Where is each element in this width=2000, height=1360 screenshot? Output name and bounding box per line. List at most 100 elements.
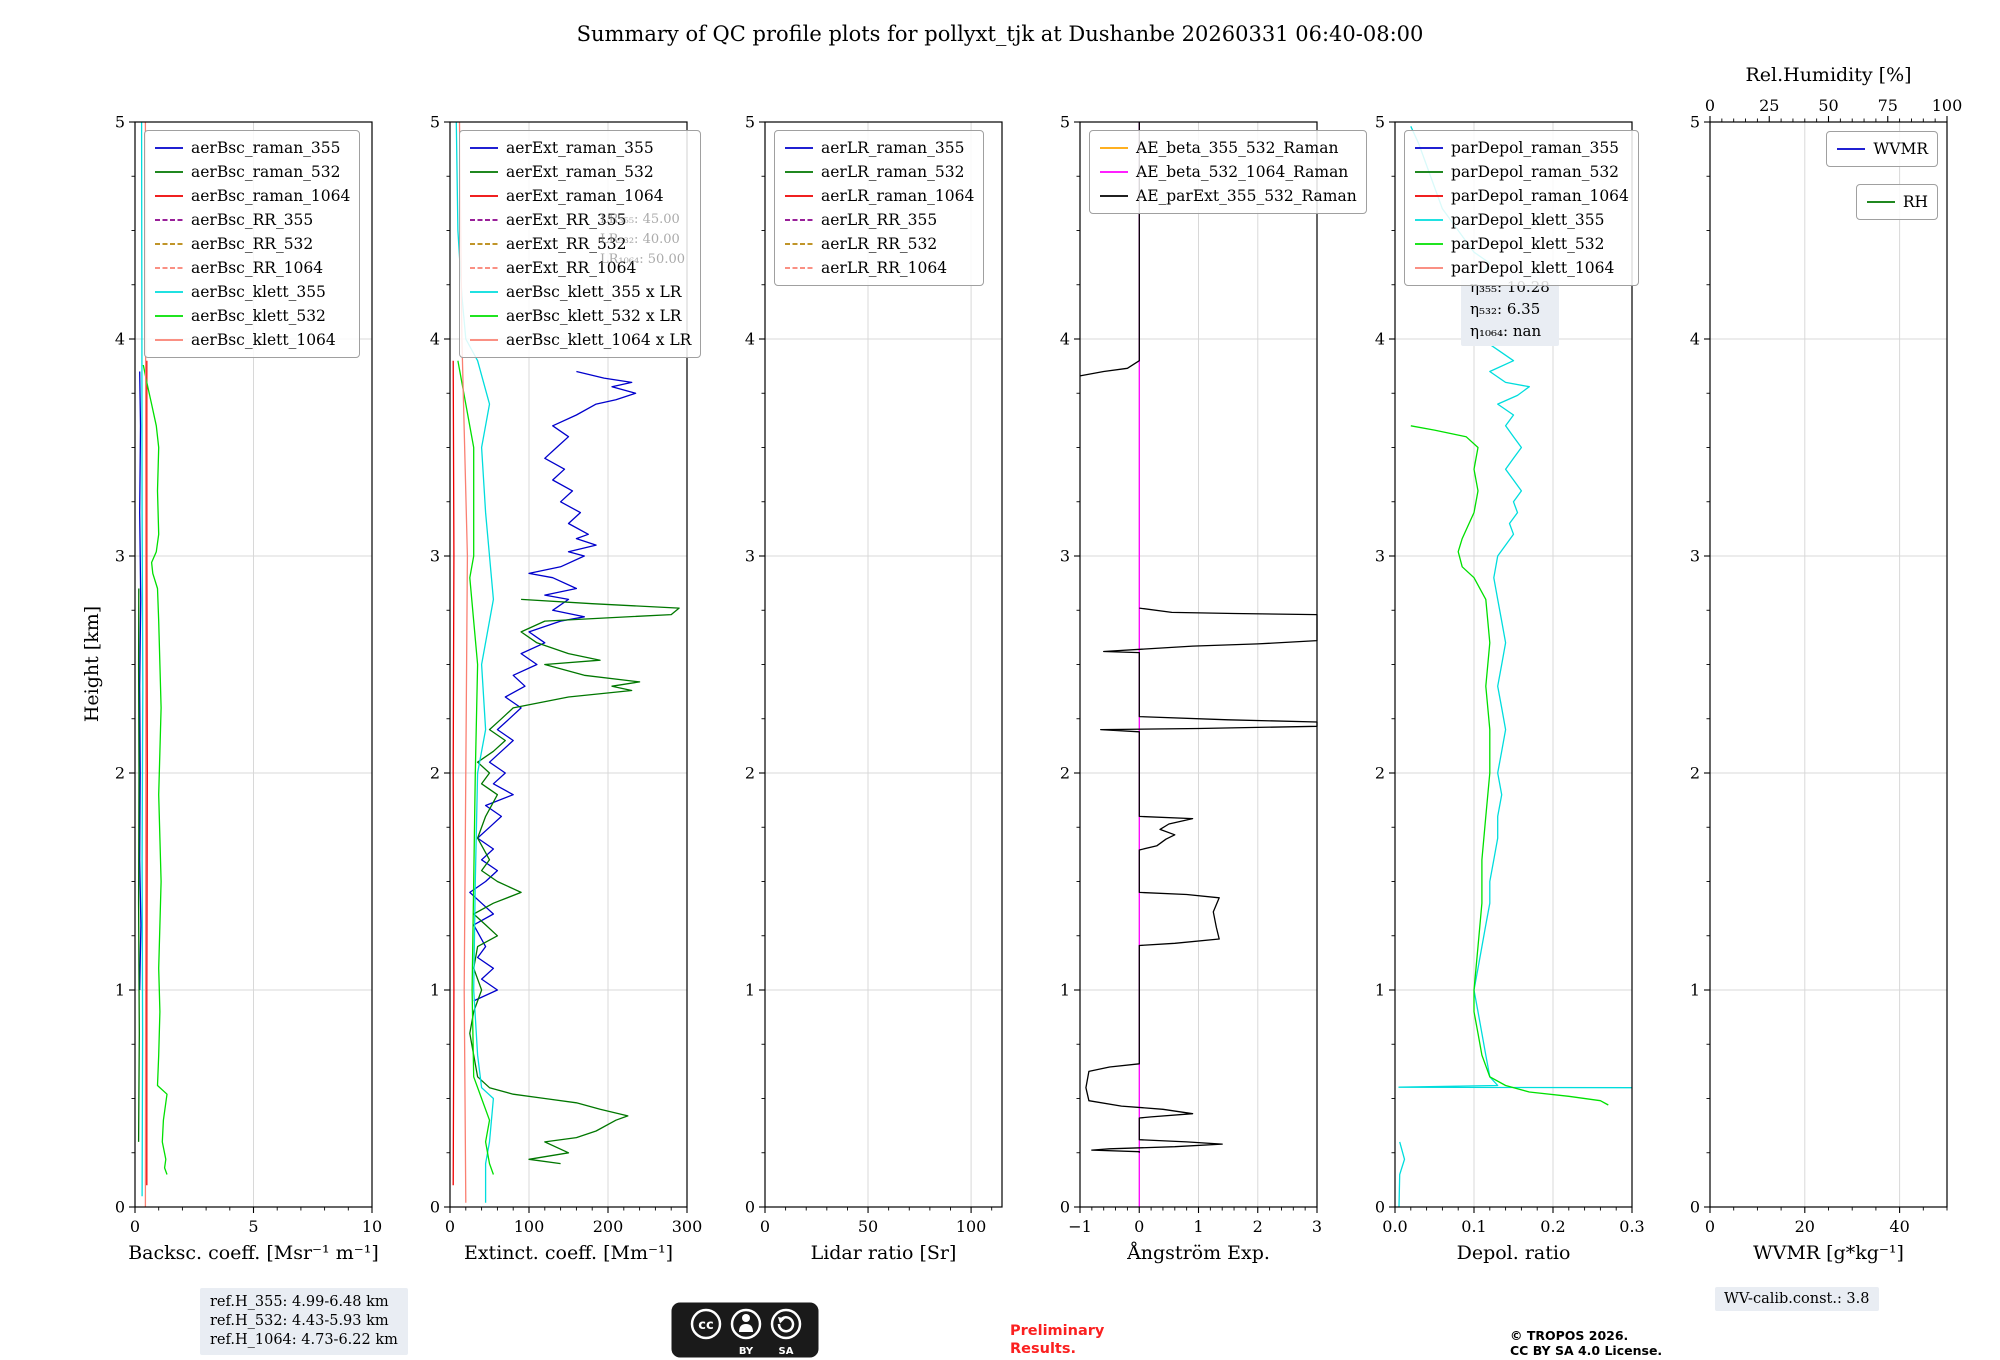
y-tick-label: 3	[1690, 547, 1700, 566]
y-tick-label: 4	[1060, 330, 1070, 349]
y-tick-label: 3	[1375, 547, 1385, 566]
y-tick-label: 5	[115, 113, 125, 132]
series-group	[452, 121, 680, 1203]
x-tick-label: 200	[593, 1217, 624, 1236]
by-label: BY	[739, 1346, 754, 1357]
axis-ticks: 0 50 100 0 1 2 3 4 5	[745, 113, 993, 1236]
series-aerBsc_raman_355	[139, 371, 142, 991]
x-tick-label: 0.0	[1382, 1217, 1407, 1236]
gridlines	[449, 121, 688, 1208]
y-tick-label: 0	[1690, 1198, 1700, 1217]
y-tick-label: 3	[115, 547, 125, 566]
x-axis-label: Backsc. coeff. [Msr⁻¹ m⁻¹]	[128, 1242, 379, 1264]
plot-frame	[449, 121, 688, 1208]
gridlines	[764, 121, 1002, 1208]
x-tick-label: 0	[1705, 1217, 1715, 1236]
axis-ticks: 0 5 10 0 1 2 3 4 5	[115, 113, 382, 1237]
y-tick-label: 5	[1060, 113, 1070, 132]
y-tick-label: 4	[745, 330, 755, 349]
gridlines	[1394, 121, 1633, 1208]
y-tick-label: 0	[745, 1198, 755, 1217]
y-tick-label: 1	[115, 981, 125, 1000]
series-parDepol_klett_532	[1410, 425, 1609, 1106]
by-person-icon	[730, 1308, 762, 1340]
y-tick-label: 5	[1375, 113, 1385, 132]
y-tick-label: 1	[430, 981, 440, 1000]
series-parDepol_klett_355	[1398, 126, 1633, 1089]
series-aerBsc_klett_532-x-LR	[457, 360, 495, 1175]
y-tick-label: 2	[1060, 764, 1070, 783]
y-tick-label: 1	[1375, 981, 1385, 1000]
by-person-body	[739, 1324, 753, 1332]
y-tick-label: 1	[1060, 981, 1070, 1000]
series-parDepol_klett_355	[1398, 1141, 1406, 1208]
rel-humidity-axis-label: Rel.Humidity [%]	[1745, 64, 1912, 86]
sa-arrow-arc	[777, 1316, 795, 1333]
y-tick-label: 2	[745, 764, 755, 783]
x-tick-label: 0.1	[1461, 1217, 1486, 1236]
ref-h-355: ref.H_355: 4.99-6.48 km	[210, 1294, 389, 1310]
panel-extinction: 0 100 200 300 0 1 2 3 4 5 Extinct. coeff. [Mm⁻¹]	[430, 113, 702, 1265]
series-AE_parExt_355_532_Raman	[1079, 122, 1140, 377]
copyright-line-2: CC BY SA 4.0 License.	[1510, 1343, 1663, 1358]
series-aerExt_raman_532	[469, 598, 680, 1165]
x-tick-label: 40	[1889, 1217, 1909, 1236]
preliminary-results-note: Preliminary Results.	[1010, 1322, 1104, 1358]
y-tick-label: 2	[115, 764, 125, 783]
x-axis-label: Lidar ratio [Sr]	[811, 1242, 957, 1264]
top-tick-label: 75	[1878, 96, 1898, 115]
y-tick-label: 1	[745, 981, 755, 1000]
x-tick-label: 100	[514, 1217, 545, 1236]
cc-license-badge: cc BY SA	[670, 1301, 820, 1360]
series-aerBsc_klett_1064	[144, 121, 147, 1208]
x-tick-label: 0.2	[1540, 1217, 1565, 1236]
preliminary-line-2: Results.	[1010, 1341, 1076, 1357]
panel-lidar_ratio: 0 50 100 0 1 2 3 4 5 Lidar ratio [Sr]	[745, 113, 1003, 1264]
y-tick-label: 4	[430, 330, 440, 349]
preliminary-line-1: Preliminary	[1010, 1323, 1105, 1339]
copyright-note: © TROPOS 2026. CC BY SA 4.0 License.	[1510, 1328, 1662, 1358]
y-tick-label: 0	[1375, 1198, 1385, 1217]
y-tick-label: 4	[115, 330, 125, 349]
x-tick-label: 0	[445, 1217, 455, 1236]
x-tick-label: 2	[1253, 1217, 1263, 1236]
y-tick-label: 0	[115, 1198, 125, 1217]
y-tick-label: 1	[1690, 981, 1700, 1000]
y-tick-label: 4	[1375, 330, 1385, 349]
series-aerExt_raman_1064	[452, 360, 455, 1186]
cc-by-sa-icons: cc BY SA	[670, 1301, 820, 1359]
y-tick-label: 2	[430, 764, 440, 783]
copyright-line-1: © TROPOS 2026.	[1510, 1328, 1629, 1343]
series-group	[137, 121, 168, 1208]
y-tick-label: 3	[1060, 547, 1070, 566]
figure-title: Summary of QC profile plots for pollyxt_…	[576, 22, 1424, 46]
x-tick-label: 50	[858, 1217, 878, 1236]
by-person-head	[742, 1314, 750, 1322]
x-tick-label: 0.3	[1619, 1217, 1644, 1236]
x-axis-label: Depol. ratio	[1457, 1242, 1571, 1264]
x-tick-label: 20	[1795, 1217, 1815, 1236]
series-group	[1079, 122, 1318, 1207]
y-tick-label: 3	[430, 547, 440, 566]
sa-arrow-head	[778, 1317, 785, 1324]
panel-backscatter: 0 5 10 0 1 2 3 4 5 Backsc. coeff. [Msr⁻¹ m⁻¹]	[115, 113, 382, 1265]
y-tick-label: 5	[745, 113, 755, 132]
y-tick-label: 5	[1690, 113, 1700, 132]
series-aerBsc_raman_532	[137, 588, 140, 1142]
cc-icon-text: cc	[698, 1318, 713, 1333]
top-tick-label: 0	[1705, 96, 1715, 115]
series-AE_parExt_355_532_Raman	[1085, 607, 1318, 1153]
x-tick-label: −1	[1068, 1217, 1092, 1236]
x-tick-label: 5	[248, 1217, 258, 1236]
plot-frame	[764, 121, 1003, 1208]
gridlines	[1079, 121, 1318, 1208]
top-tick-label: 100	[1932, 96, 1963, 115]
x-axis-label: WVMR [g*kg⁻¹]	[1753, 1242, 1904, 1264]
y-tick-label: 2	[1690, 764, 1700, 783]
x-tick-label: 100	[956, 1217, 987, 1236]
series-aerBsc_klett_355	[140, 121, 144, 1197]
cc-icon	[690, 1308, 722, 1340]
